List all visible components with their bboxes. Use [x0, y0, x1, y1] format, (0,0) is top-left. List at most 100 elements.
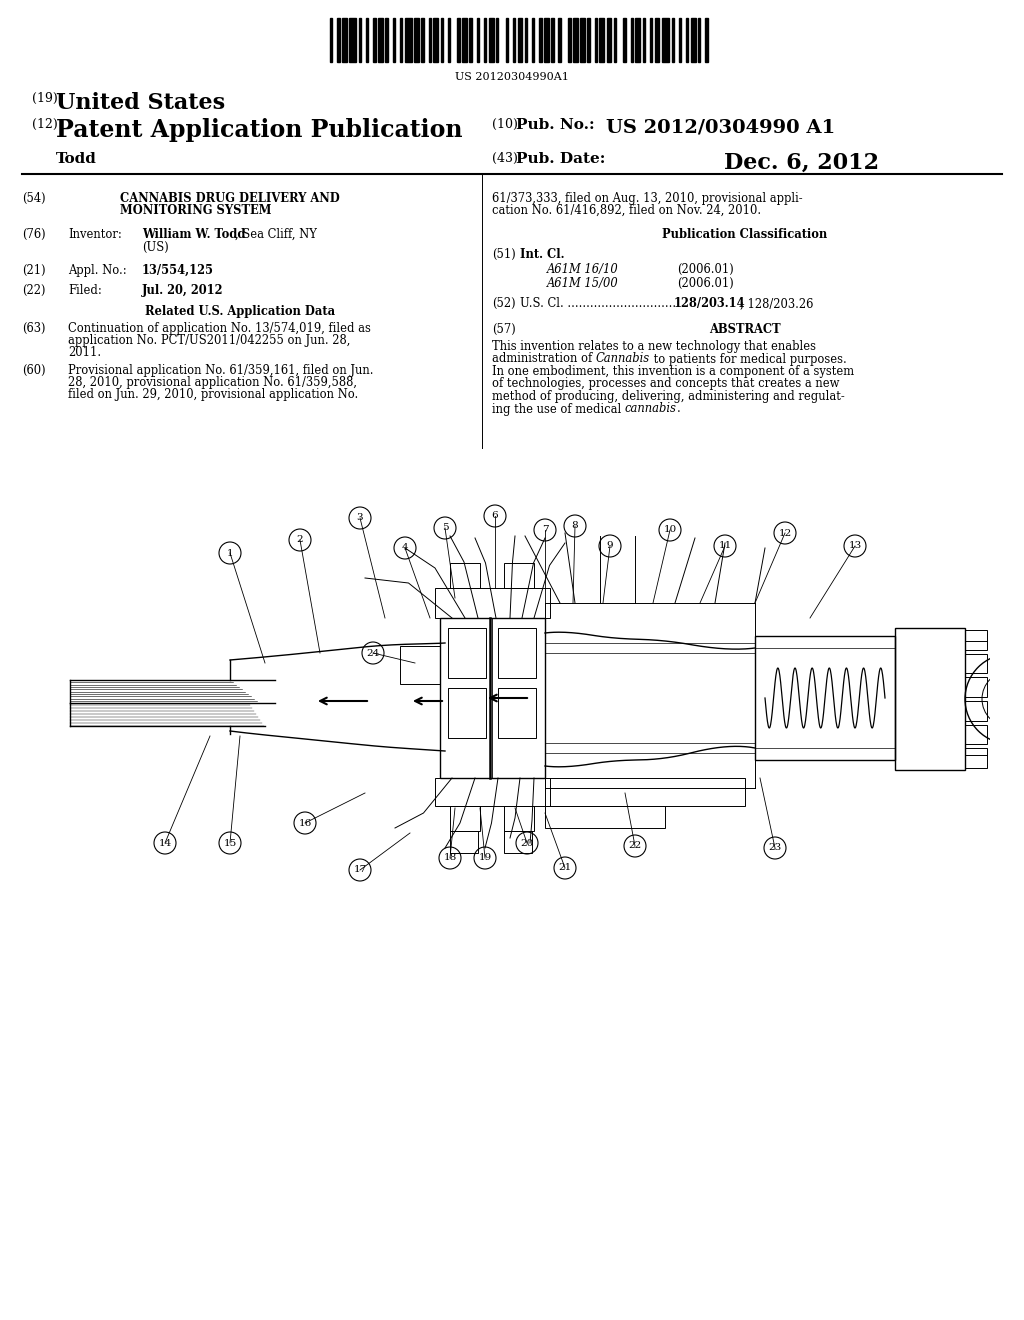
Text: (2006.01): (2006.01) — [677, 263, 734, 276]
Text: (54): (54) — [22, 191, 46, 205]
Bar — [624, 18, 626, 62]
Text: 18: 18 — [443, 854, 457, 862]
Bar — [498, 628, 536, 678]
Text: (10): (10) — [492, 117, 518, 131]
Bar — [435, 777, 550, 807]
Text: (2006.01): (2006.01) — [677, 277, 734, 290]
Bar — [650, 18, 652, 62]
Bar — [551, 18, 554, 62]
Bar — [631, 18, 633, 62]
Bar — [435, 587, 550, 618]
Text: (76): (76) — [22, 228, 46, 242]
Bar — [349, 18, 356, 62]
Text: CANNABIS DRUG DELIVERY AND: CANNABIS DRUG DELIVERY AND — [120, 191, 340, 205]
Text: 7: 7 — [542, 525, 548, 535]
Text: Appl. No.:: Appl. No.: — [68, 264, 127, 277]
Text: A61M 15/00: A61M 15/00 — [547, 277, 618, 290]
Bar — [544, 18, 549, 62]
Text: Todd: Todd — [56, 152, 97, 166]
Text: Continuation of application No. 13/574,019, filed as: Continuation of application No. 13/574,0… — [68, 322, 371, 335]
Text: 61/373,333, filed on Aug. 13, 2010, provisional appli-: 61/373,333, filed on Aug. 13, 2010, prov… — [492, 191, 803, 205]
Text: Jul. 20, 2012: Jul. 20, 2012 — [142, 284, 223, 297]
Text: 14: 14 — [159, 838, 172, 847]
Text: William W. Todd: William W. Todd — [142, 228, 246, 242]
Bar — [698, 18, 700, 62]
Text: 24: 24 — [367, 648, 380, 657]
Text: 13: 13 — [848, 541, 861, 550]
Text: 20: 20 — [520, 838, 534, 847]
Text: 28, 2010, provisional application No. 61/359,588,: 28, 2010, provisional application No. 61… — [68, 376, 357, 389]
Bar — [525, 18, 527, 62]
Bar — [399, 18, 402, 62]
Text: Patent Application Publication: Patent Application Publication — [56, 117, 463, 143]
Bar — [568, 18, 570, 62]
Text: Dec. 6, 2012: Dec. 6, 2012 — [724, 152, 880, 174]
Bar — [433, 18, 438, 62]
Bar — [458, 18, 460, 62]
Bar — [337, 18, 340, 62]
Text: Filed:: Filed: — [68, 284, 101, 297]
Text: (52): (52) — [492, 297, 516, 310]
Bar — [400, 645, 440, 684]
Text: A61M 16/10: A61M 16/10 — [547, 263, 618, 276]
Bar — [440, 18, 443, 62]
Text: (57): (57) — [492, 323, 516, 337]
Text: (19): (19) — [32, 92, 57, 106]
Bar — [636, 18, 640, 62]
Bar — [330, 18, 333, 62]
Text: 23: 23 — [768, 843, 781, 853]
Text: 13/554,125: 13/554,125 — [142, 264, 214, 277]
Text: cannabis: cannabis — [625, 403, 677, 416]
Bar — [755, 636, 895, 760]
Text: (US): (US) — [142, 242, 169, 253]
Text: (60): (60) — [22, 364, 46, 378]
Bar — [895, 628, 965, 770]
Bar — [517, 18, 522, 62]
Bar — [450, 832, 478, 853]
Text: Provisional application No. 61/359,161, filed on Jun.: Provisional application No. 61/359,161, … — [68, 364, 374, 378]
Text: method of producing, delivering, administering and regulat-: method of producing, delivering, adminis… — [492, 389, 845, 403]
Bar — [679, 18, 681, 62]
Text: Int. Cl.: Int. Cl. — [520, 248, 564, 261]
Bar — [643, 18, 645, 62]
Bar — [477, 18, 479, 62]
Text: 19: 19 — [478, 854, 492, 862]
Bar — [540, 18, 542, 62]
Bar — [532, 18, 535, 62]
Bar — [588, 18, 590, 62]
Bar — [366, 18, 369, 62]
Text: In one embodiment, this invention is a component of a system: In one embodiment, this invention is a c… — [492, 366, 854, 378]
Bar — [595, 18, 597, 62]
Bar — [965, 653, 987, 673]
Bar — [496, 18, 499, 62]
Text: Cannabis: Cannabis — [596, 352, 650, 366]
Bar — [414, 18, 419, 62]
Text: 128/203.14: 128/203.14 — [674, 297, 745, 310]
Text: 21: 21 — [558, 863, 571, 873]
Text: ABSTRACT: ABSTRACT — [710, 323, 781, 337]
Bar — [706, 18, 708, 62]
Text: ; 128/203.26: ; 128/203.26 — [740, 297, 813, 310]
Text: 6: 6 — [492, 511, 499, 520]
Text: (43): (43) — [492, 152, 518, 165]
Bar — [545, 807, 665, 828]
Bar — [572, 18, 578, 62]
Bar — [606, 18, 611, 62]
Text: U.S. Cl. .............................: U.S. Cl. ............................. — [520, 297, 676, 310]
Bar — [965, 748, 987, 768]
Text: 17: 17 — [353, 866, 367, 874]
Bar — [462, 18, 467, 62]
Bar — [965, 630, 987, 649]
Text: , Sea Cliff, NY: , Sea Cliff, NY — [234, 228, 316, 242]
Text: Inventor:: Inventor: — [68, 228, 122, 242]
Text: to patients for medical purposes.: to patients for medical purposes. — [650, 352, 847, 366]
Bar — [440, 618, 545, 777]
Bar — [342, 18, 347, 62]
Bar — [422, 18, 424, 62]
Text: 15: 15 — [223, 838, 237, 847]
Text: filed on Jun. 29, 2010, provisional application No.: filed on Jun. 29, 2010, provisional appl… — [68, 388, 358, 401]
Text: administration of: administration of — [492, 352, 596, 366]
Bar — [358, 18, 361, 62]
Text: Pub. Date:: Pub. Date: — [516, 152, 605, 166]
Text: .: . — [677, 403, 681, 416]
